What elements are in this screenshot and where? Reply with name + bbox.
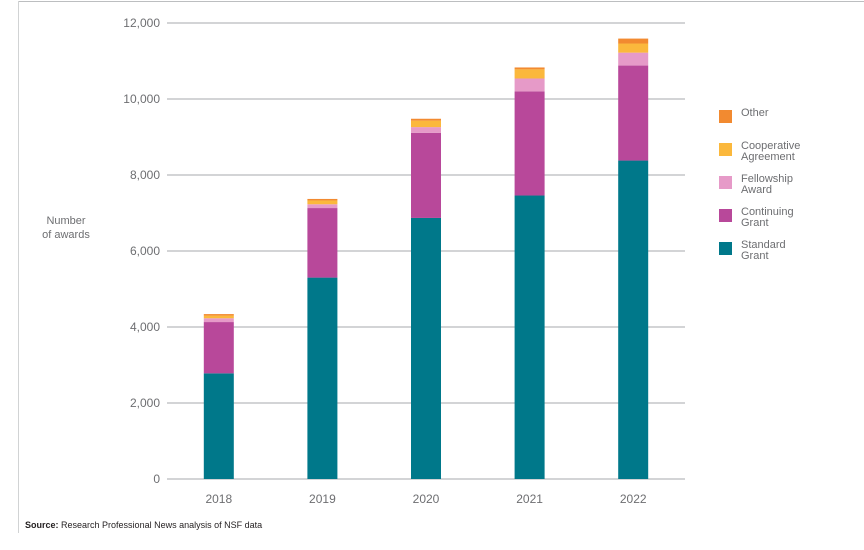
x-tick-label-2022: 2022 <box>620 492 647 506</box>
legend-label-continuing-grant: Continuing Grant <box>741 206 794 229</box>
source-text: Research Professional News analysis of N… <box>61 520 263 530</box>
bar-2021-standard-grant <box>514 195 545 479</box>
y-axis-label: Number of awards <box>42 215 90 241</box>
bar-2020-other <box>411 118 441 121</box>
legend-item-standard-grant: Standard Grant <box>719 240 849 273</box>
x-tick-label-2020: 2020 <box>413 492 440 506</box>
legend-item-continuing-grant: Continuing Grant <box>719 207 849 240</box>
bar-2021-other <box>514 67 545 70</box>
bar-2022-standard-grant <box>618 160 649 479</box>
y-tick-label-8000: 8,000 <box>130 168 160 182</box>
bar-2020-standard-grant <box>411 217 441 479</box>
legend-swatch-cooperative-agreement <box>719 143 732 156</box>
legend-label-other: Other <box>741 107 769 119</box>
source-label: Source: <box>25 520 59 530</box>
top-border <box>18 1 864 2</box>
bar-2021-continuing-grant <box>514 91 545 196</box>
bar-2018-continuing-grant <box>203 322 234 374</box>
bar-2018-fellowship-award <box>203 318 234 323</box>
x-tick-label-2019: 2019 <box>309 492 336 506</box>
legend-swatch-fellowship-award <box>719 176 732 189</box>
bar-2019-cooperative-agreement <box>307 200 338 205</box>
legend-label-standard-grant: Standard Grant <box>741 239 786 262</box>
legend-swatch-standard-grant <box>719 242 732 255</box>
bar-2021-fellowship-award <box>514 78 545 92</box>
legend-item-other: Other <box>719 108 849 141</box>
legend-label-fellowship-award: Fellowship Award <box>741 173 793 196</box>
y-tick-label-12000: 12,000 <box>123 16 160 30</box>
legend-label-cooperative-agreement: Cooperative Agreement <box>741 140 801 163</box>
bar-2020-cooperative-agreement <box>411 120 441 128</box>
y-tick-label-0: 0 <box>153 472 160 486</box>
legend: Other Cooperative Agreement Fellowship A… <box>719 108 849 273</box>
x-tick-label-2018: 2018 <box>205 492 232 506</box>
legend-swatch-other <box>719 110 732 123</box>
bar-2019-fellowship-award <box>307 204 338 209</box>
bar-2022-continuing-grant <box>618 65 649 161</box>
y-tick-label-6000: 6,000 <box>130 244 160 258</box>
legend-item-cooperative-agreement: Cooperative Agreement <box>719 141 849 174</box>
bar-2019-standard-grant <box>307 277 338 479</box>
bar-2019-continuing-grant <box>307 208 338 278</box>
bar-2018-other <box>203 314 234 316</box>
bar-2020-continuing-grant <box>411 132 441 218</box>
bar-2021-cooperative-agreement <box>514 69 545 79</box>
bar-2019-other <box>307 198 338 201</box>
y-tick-label-10000: 10,000 <box>123 92 160 106</box>
bar-2018-cooperative-agreement <box>203 315 234 319</box>
left-border <box>18 1 19 533</box>
y-tick-label-2000: 2,000 <box>130 396 160 410</box>
y-tick-label-4000: 4,000 <box>130 320 160 334</box>
bar-2022-fellowship-award <box>618 52 649 66</box>
bar-2020-fellowship-award <box>411 127 441 133</box>
x-tick-label-2021: 2021 <box>516 492 543 506</box>
source-note: Source: Research Professional News analy… <box>25 520 262 530</box>
bar-2018-standard-grant <box>203 373 234 479</box>
bar-2022-cooperative-agreement <box>618 43 649 53</box>
bar-2022-other <box>618 38 649 44</box>
legend-item-fellowship-award: Fellowship Award <box>719 174 849 207</box>
legend-swatch-continuing-grant <box>719 209 732 222</box>
